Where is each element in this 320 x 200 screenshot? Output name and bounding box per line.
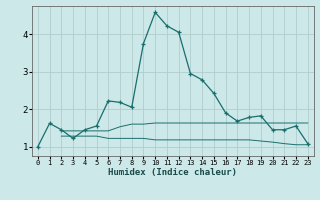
X-axis label: Humidex (Indice chaleur): Humidex (Indice chaleur) — [108, 168, 237, 177]
